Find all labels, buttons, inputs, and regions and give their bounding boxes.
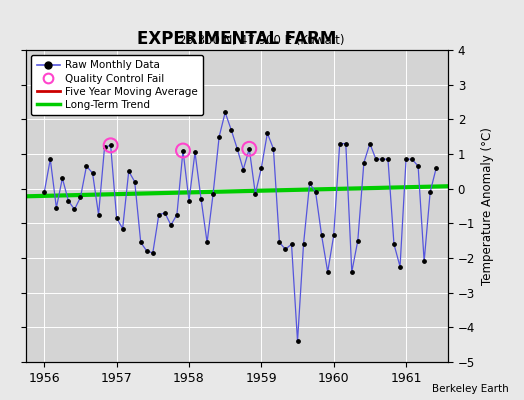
Point <box>251 191 259 197</box>
Point <box>390 241 398 247</box>
Point <box>82 163 91 169</box>
Point <box>52 204 61 211</box>
Point <box>203 239 211 246</box>
Point <box>384 156 392 162</box>
Point <box>167 222 175 228</box>
Point <box>101 144 109 150</box>
Point <box>281 246 290 252</box>
Text: 29.300 N, 47.900 E (Kuwait): 29.300 N, 47.900 E (Kuwait) <box>179 34 345 47</box>
Point <box>335 140 344 147</box>
Text: Berkeley Earth: Berkeley Earth <box>432 384 508 394</box>
Point <box>347 269 356 275</box>
Point <box>420 258 428 265</box>
Point <box>257 165 266 171</box>
Point <box>426 189 434 195</box>
Point <box>239 166 247 173</box>
Point <box>299 241 308 247</box>
Point <box>64 198 73 204</box>
Point <box>209 191 217 197</box>
Point <box>77 194 85 200</box>
Point <box>179 147 187 154</box>
Point <box>275 239 283 246</box>
Legend: Raw Monthly Data, Quality Control Fail, Five Year Moving Average, Long-Term Tren: Raw Monthly Data, Quality Control Fail, … <box>31 55 203 115</box>
Point <box>287 241 296 247</box>
Point <box>245 146 254 152</box>
Point <box>46 156 54 162</box>
Point <box>149 250 157 256</box>
Point <box>414 163 422 169</box>
Point <box>137 239 145 246</box>
Point <box>372 156 380 162</box>
Point <box>40 189 49 195</box>
Point <box>89 170 97 176</box>
Point <box>125 168 133 174</box>
Point <box>359 160 368 166</box>
Point <box>305 180 314 187</box>
Point <box>366 140 374 147</box>
Point <box>185 198 193 204</box>
Point <box>215 134 223 140</box>
Point <box>245 146 254 152</box>
Point <box>191 149 199 156</box>
Point <box>227 126 235 133</box>
Point <box>402 156 410 162</box>
Point <box>263 130 271 136</box>
Point <box>293 338 302 344</box>
Point <box>143 248 151 254</box>
Point <box>106 142 115 148</box>
Point <box>58 175 67 182</box>
Point <box>408 156 416 162</box>
Point <box>130 178 139 185</box>
Point <box>330 232 338 239</box>
Point <box>179 147 187 154</box>
Point <box>318 232 326 239</box>
Point <box>342 140 350 147</box>
Point <box>221 109 230 116</box>
Point <box>118 225 127 232</box>
Title: EXPERIMENTAL FARM: EXPERIMENTAL FARM <box>137 30 337 48</box>
Point <box>106 142 115 148</box>
Point <box>173 212 181 218</box>
Point <box>323 269 332 275</box>
Point <box>155 212 163 218</box>
Point <box>70 206 79 213</box>
Point <box>396 264 404 270</box>
Point <box>161 210 169 216</box>
Point <box>432 165 440 171</box>
Point <box>378 156 386 162</box>
Point <box>269 146 278 152</box>
Point <box>113 215 121 221</box>
Point <box>197 196 205 202</box>
Point <box>94 212 103 218</box>
Point <box>311 189 320 195</box>
Point <box>354 238 362 244</box>
Y-axis label: Temperature Anomaly (°C): Temperature Anomaly (°C) <box>481 127 494 285</box>
Point <box>233 146 242 152</box>
